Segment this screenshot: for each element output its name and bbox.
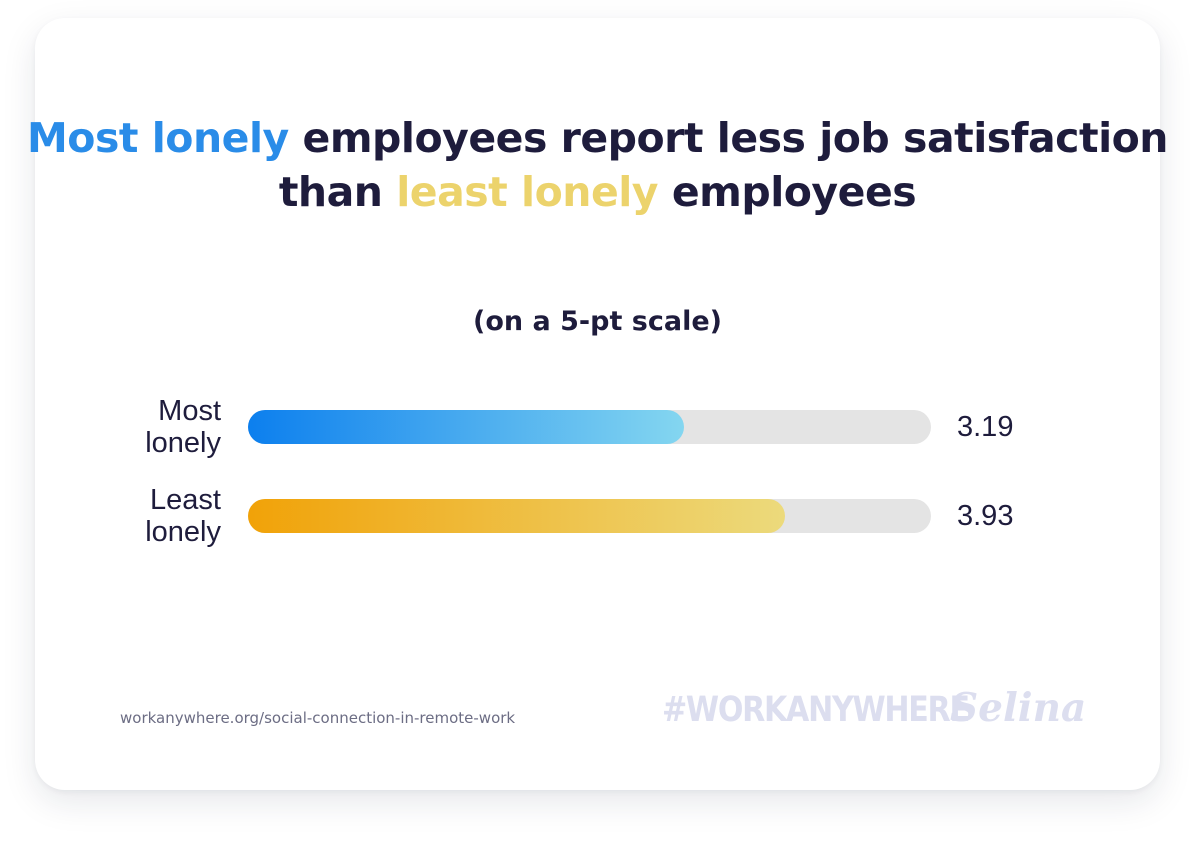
bar-least-lonely — [248, 499, 785, 533]
value-label-most-lonely: 3.19 — [957, 411, 1014, 443]
bar-track-least-lonely — [248, 499, 931, 533]
value-label-least-lonely: 3.93 — [957, 500, 1014, 532]
category-label-least-lonely: Least lonely — [145, 484, 221, 548]
chart-title: Most lonely employees report less job sa… — [0, 111, 1195, 219]
title-part-least-lonely: least lonely — [396, 168, 659, 216]
chart-card — [35, 18, 1160, 790]
title-part-end: employees — [658, 168, 917, 216]
title-part-most-lonely: Most lonely — [26, 114, 289, 162]
bar-most-lonely — [248, 410, 684, 444]
brand-logo: Selina — [950, 685, 1087, 731]
title-part-middle: employees report less job satisfaction t… — [278, 114, 1169, 216]
hashtag-logo: #WORKANYWHERE — [662, 690, 970, 730]
bar-track-most-lonely — [248, 410, 931, 444]
category-label-most-lonely: Most lonely — [145, 395, 221, 459]
chart-subtitle: (on a 5-pt scale) — [473, 306, 722, 337]
source-url: workanywhere.org/social-connection-in-re… — [120, 709, 516, 727]
